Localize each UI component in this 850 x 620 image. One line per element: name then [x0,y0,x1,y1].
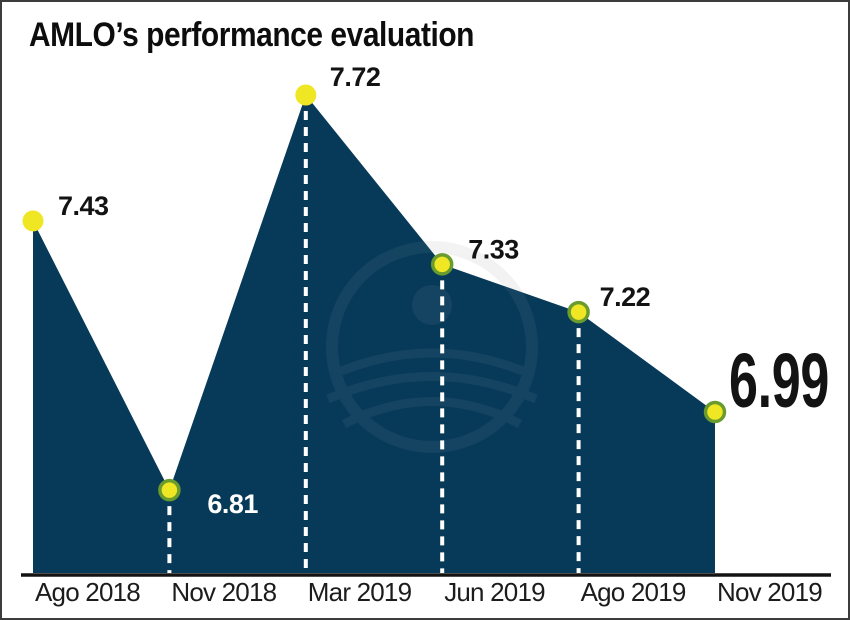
data-point-dot-3 [295,84,317,106]
chart-title-text: AMLO’s performance evaluation [29,16,475,54]
highlighted-value-label: 6.99 [729,338,829,424]
data-point-label-3: 7.72 [330,62,381,92]
data-point-dot-1 [22,210,44,232]
x-axis-label-3: Mar 2019 [308,577,412,607]
data-point-dot-6 [703,400,727,424]
watermark-emblem-over [326,241,538,453]
data-point-label-5: 7.22 [600,282,651,312]
x-axis-label-6: Nov 2019 [717,577,822,607]
watermark-circle [326,241,538,453]
data-point-dot-5 [567,300,590,324]
data-point-label-4: 7.33 [468,234,519,264]
chart-title: AMLO’s performance evaluation [29,16,535,55]
data-point-dot-4 [430,253,454,276]
x-axis-label-1: Ago 2018 [35,577,140,607]
x-axis-label-4: Jun 2019 [444,577,545,607]
data-point-label-2: 6.81 [207,489,258,519]
watermark-wings [326,348,538,429]
x-axis-label-5: Ago 2019 [581,577,686,607]
x-axis-label-2: Nov 2018 [171,577,276,607]
data-point-label-1: 7.43 [58,191,109,221]
watermark-head [412,285,452,325]
area-series [33,95,715,573]
data-point-dot-2 [158,478,181,502]
